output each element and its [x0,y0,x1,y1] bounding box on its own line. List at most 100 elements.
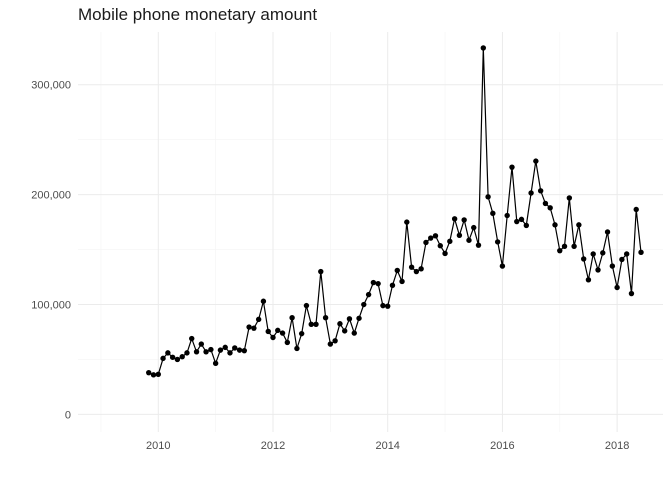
data-point [169,354,176,360]
data-point [275,327,281,334]
data-point [451,216,458,222]
data-point [155,371,161,378]
data-point [475,242,482,248]
data-point [623,251,630,257]
data-point [485,194,491,200]
data-point [471,224,477,231]
data-point [533,158,539,164]
data-point [361,301,367,308]
data-point [480,45,487,51]
data-point [408,264,415,270]
data-point [609,263,616,269]
series-line [148,47,642,376]
data-point [557,247,563,254]
data-point [442,250,448,257]
data-point [203,349,209,355]
data-point [365,291,372,298]
data-point [260,298,267,304]
data-point [595,267,601,273]
axis-tick-labels: 0 100,000 200,000 300,000 2010 2012 2014 2016 20… [31,80,629,452]
data-point [418,266,424,272]
data-point [542,200,549,207]
data-point [356,315,362,321]
data-point [404,219,410,225]
x-tick-label: 2018 [605,440,629,452]
data-point [509,164,515,170]
data-point [179,354,185,360]
data-point [385,303,391,309]
data-point [437,243,443,249]
data-point [447,238,453,245]
data-point [351,330,357,336]
data-point [251,325,257,331]
data-point [628,290,635,297]
data-point [552,222,558,228]
data-point [370,279,377,286]
data-point [303,302,310,309]
data-point [423,239,429,246]
data-point [537,188,544,194]
x-tick-label: 2010 [146,440,170,452]
data-point [499,263,506,269]
data-point [580,256,587,262]
data-point [528,190,534,196]
data-point [619,256,625,263]
data-point [490,210,496,217]
data-point [346,316,353,322]
data-point [308,321,314,328]
data-point [576,222,582,228]
data-point [318,268,324,275]
data-point [284,339,291,346]
data-point [341,328,348,334]
gridlines [78,32,663,432]
data-point [337,321,343,327]
data-point [298,330,305,337]
data-point [184,350,190,356]
chart-title: Mobile phone monetary amount [78,5,317,24]
data-point [494,239,501,245]
data-point [432,233,439,239]
data-point [461,217,467,223]
data-point [614,284,620,291]
data-point [217,347,224,353]
data-point [389,282,396,288]
data-point [585,277,592,283]
data-point [332,338,338,344]
data-point [189,335,195,342]
y-tick-label: 100,000 [31,300,71,312]
data-point [174,356,181,363]
data-point [456,232,463,238]
data-point [255,316,262,323]
data-point [504,212,510,219]
data-point [600,250,606,256]
data-point [633,206,639,213]
data-point [428,235,434,241]
data-point [236,347,243,353]
data-point [413,268,420,275]
data-point [518,216,525,223]
data-point [146,369,152,376]
data-point [279,330,286,336]
data-point [193,349,200,355]
data-point [313,321,319,328]
x-tick-label: 2016 [490,440,514,452]
data-point [380,302,386,309]
data-point [375,280,381,287]
data-point [561,243,568,249]
data-point [566,195,573,201]
x-tick-label: 2014 [375,440,399,452]
y-tick-label: 200,000 [31,190,71,202]
data-point [294,345,300,352]
y-tick-label: 300,000 [31,80,71,92]
data-point [523,222,530,229]
data-point [150,372,157,378]
data-point [322,315,329,321]
data-point [222,344,228,351]
data-point [212,360,219,367]
data-point [394,267,400,274]
data-point [241,347,248,354]
data-point [514,218,520,225]
data-point [227,350,233,356]
